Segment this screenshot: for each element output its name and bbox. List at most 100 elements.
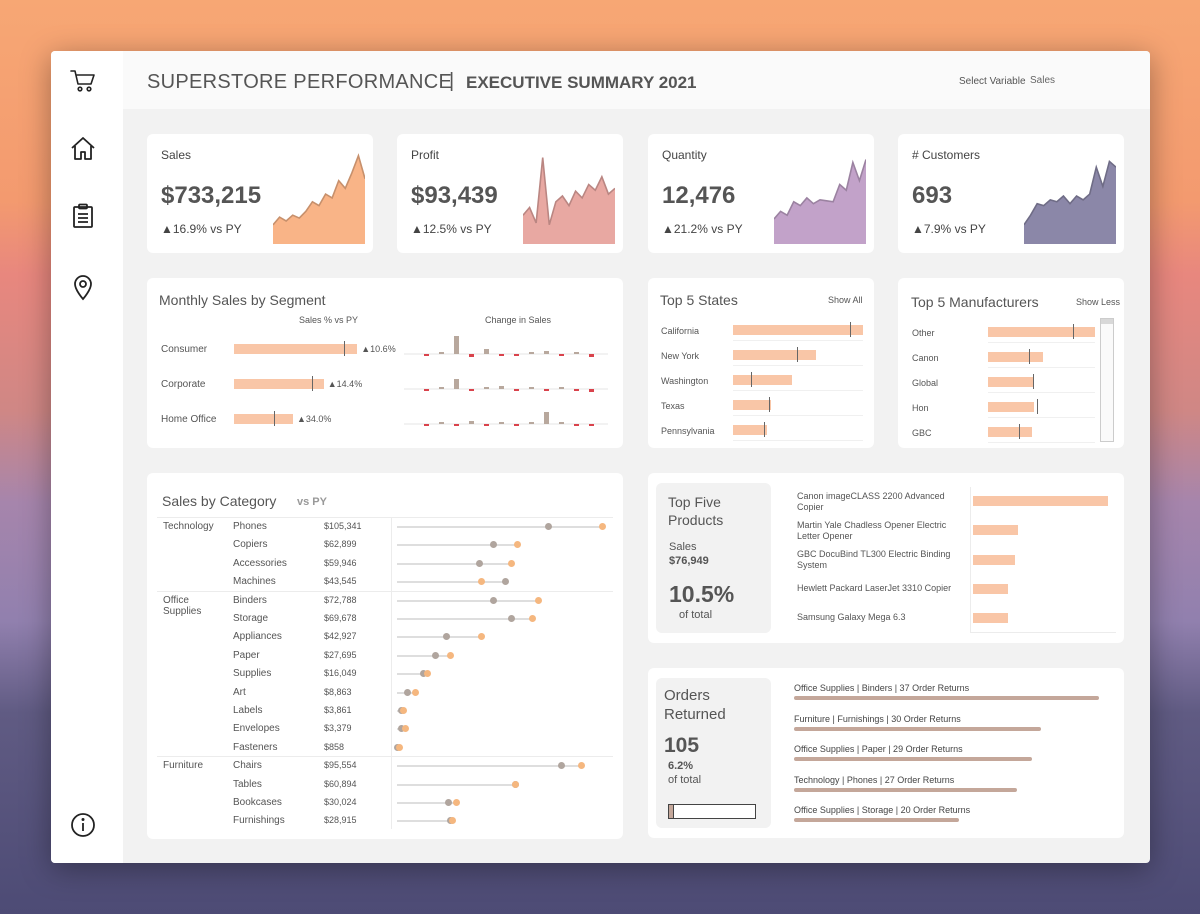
- row-bar: [733, 375, 792, 385]
- change-bar: [544, 351, 549, 354]
- change-bar: [589, 354, 594, 357]
- cy-dot: [534, 596, 542, 604]
- change-bar: [544, 412, 549, 424]
- sparkline-area: [523, 157, 615, 244]
- row-bar: [733, 425, 767, 435]
- dumbbell-line: [397, 673, 428, 676]
- product-bar: [973, 613, 1009, 623]
- percent-label: of total: [679, 609, 713, 621]
- subcategory-value: $30,024: [324, 797, 357, 807]
- subcategory-value: $3,379: [324, 723, 352, 734]
- change-bar: [514, 424, 519, 426]
- show-less-link[interactable]: Show Less: [1076, 297, 1121, 307]
- dumbbell-line: [397, 820, 453, 823]
- sales-by-category-card: Sales by Category vs PY Technology Phones…: [147, 473, 623, 839]
- select-variable-dropdown[interactable]: Sales: [1030, 75, 1056, 86]
- kpi-value: $93,439: [411, 182, 498, 209]
- info-icon[interactable]: [69, 811, 97, 839]
- products-summary-box: Top Five Products Sales $76,949 10.5% of…: [656, 483, 771, 633]
- cy-dot: [598, 523, 606, 530]
- sales-sparkline: [273, 153, 365, 244]
- scrollbar[interactable]: [1100, 318, 1114, 442]
- change-bar: [559, 422, 564, 424]
- row-bar: [733, 350, 817, 360]
- axis-line: [970, 487, 971, 633]
- dumbbell-line: [397, 654, 451, 657]
- return-bar: [794, 696, 1099, 700]
- change-bar: [514, 389, 519, 391]
- scrollbar-thumb[interactable]: [1101, 319, 1113, 324]
- clipboard-icon[interactable]: [69, 202, 97, 230]
- change-bar: [544, 389, 549, 391]
- segment-change-chart: [404, 336, 608, 357]
- returns-progress-bar: [668, 804, 756, 819]
- row-py-tick: [1028, 349, 1030, 364]
- row-bar: [988, 402, 1034, 412]
- product-bar: [973, 496, 1108, 506]
- cart-icon[interactable]: [69, 67, 97, 95]
- row-label: Texas: [661, 401, 685, 411]
- subcategory-label: Tables: [233, 778, 262, 790]
- row-bar: [733, 325, 863, 335]
- sparkline-line: [774, 159, 866, 220]
- subcategory-value: $3,861: [324, 705, 352, 715]
- row-label: Hon: [912, 403, 929, 413]
- subcategory-value: $62,899: [324, 539, 357, 550]
- kpi-label: Profit: [411, 148, 440, 162]
- subcategory-value: $95,554: [324, 760, 357, 771]
- row-bar: [733, 400, 771, 410]
- row-label: New York: [661, 351, 700, 361]
- change-bar: [589, 424, 594, 426]
- row-divider: [733, 440, 863, 441]
- subcategory-label: Art: [233, 686, 246, 698]
- category-group-label: Office Supplies: [163, 594, 202, 617]
- change-bar: [454, 424, 459, 426]
- profit-sparkline: [523, 157, 615, 244]
- subcategory-value: $59,946: [324, 557, 357, 568]
- subcategory-label: Accessories: [233, 557, 287, 569]
- return-bar: [794, 787, 1017, 792]
- orders-returned-card: Orders Returned 105 6.2% of total Office…: [648, 668, 1124, 838]
- axis-line: [391, 517, 392, 829]
- sparkline-line: [1024, 159, 1116, 226]
- title-separator: |: [449, 70, 455, 92]
- return-bar: [794, 818, 959, 823]
- change-bar: [424, 389, 429, 391]
- cy-dot: [395, 743, 403, 751]
- change-bar: [484, 387, 489, 389]
- group-divider: [157, 517, 613, 518]
- py-dot: [489, 596, 497, 604]
- returns-percent-label: of total: [668, 774, 702, 786]
- change-bar: [454, 379, 459, 389]
- cy-dot: [477, 633, 485, 641]
- row-py-tick: [850, 322, 851, 337]
- change-bar: [589, 389, 594, 392]
- location-pin-icon[interactable]: [69, 273, 97, 301]
- show-all-link[interactable]: Show All: [828, 295, 863, 305]
- row-divider: [733, 415, 863, 416]
- kpi-label: Quantity: [662, 148, 707, 162]
- card-title: Top Five Products: [668, 494, 724, 528]
- row-label: Other: [912, 328, 935, 338]
- change-bar: [559, 354, 564, 356]
- group-divider: [157, 590, 613, 592]
- row-divider: [988, 417, 1095, 418]
- change-bar: [574, 352, 579, 354]
- subcategory-value: $69,678: [324, 613, 357, 623]
- card-title: Monthly Sales by Segment: [159, 292, 326, 308]
- row-py-tick: [751, 372, 753, 387]
- dumbbell-line: [397, 636, 482, 639]
- segment-delta: ▲10.6%: [361, 344, 396, 354]
- home-icon[interactable]: [69, 135, 97, 163]
- subcategory-label: Appliances: [233, 631, 282, 643]
- category-group-label: Technology: [163, 521, 214, 532]
- segment-bar: [234, 379, 324, 389]
- kpi-card-customers: # Customers 693 ▲7.9% vs PY: [898, 134, 1124, 253]
- row-label: California: [661, 326, 700, 336]
- return-bar: [794, 726, 1042, 731]
- py-dot: [489, 541, 497, 549]
- percent-of-total: 10.5%: [669, 581, 735, 607]
- subcategory-value: $105,341: [324, 521, 362, 531]
- row-py-tick: [1032, 374, 1034, 389]
- card-subtitle: vs PY: [297, 496, 327, 508]
